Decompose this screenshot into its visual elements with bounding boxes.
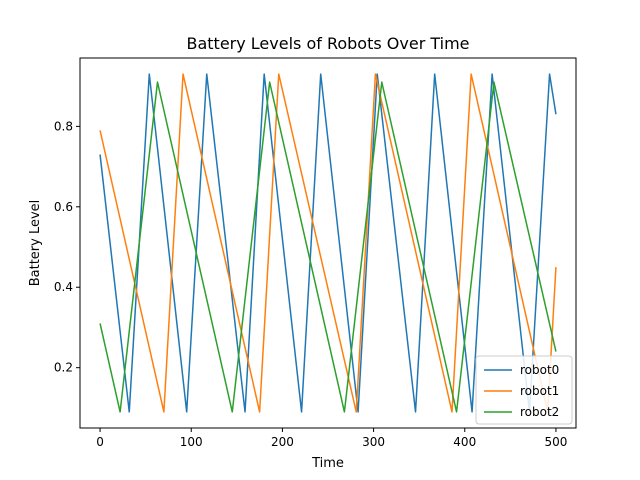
plot-frame — [79, 57, 577, 429]
legend-label-robot0: robot0 — [520, 363, 559, 377]
y-tick-label: 0.6 — [54, 200, 73, 214]
x-tick-label: 200 — [271, 435, 294, 449]
legend-label-robot2: robot2 — [520, 405, 559, 419]
y-tick-label: 0.2 — [54, 361, 73, 375]
y-axis-label: Battery Level — [28, 200, 43, 287]
plot-area — [99, 73, 557, 413]
series-line-robot0 — [99, 73, 557, 413]
legend: robot0 robot1 robot2 — [475, 355, 573, 425]
chart-title: Battery Levels of Robots Over Time — [186, 34, 469, 53]
x-tick-label: 0 — [96, 435, 104, 449]
x-tick-label: 500 — [544, 435, 567, 449]
series-line-robot2 — [99, 81, 557, 413]
y-tick-label: 0.4 — [54, 280, 73, 294]
x-tick-label: 300 — [362, 435, 385, 449]
series-line-robot1 — [99, 73, 557, 413]
x-tick-label: 100 — [180, 435, 203, 449]
legend-box — [475, 355, 573, 425]
x-axis-label: Time — [311, 456, 344, 471]
y-tick-label: 0.8 — [54, 119, 73, 133]
legend-label-robot1: robot1 — [520, 384, 559, 398]
axis-ticks: 0 100 200 300 400 500 0.2 0.4 0.6 0.8 — [54, 119, 567, 449]
x-tick-label: 400 — [453, 435, 476, 449]
